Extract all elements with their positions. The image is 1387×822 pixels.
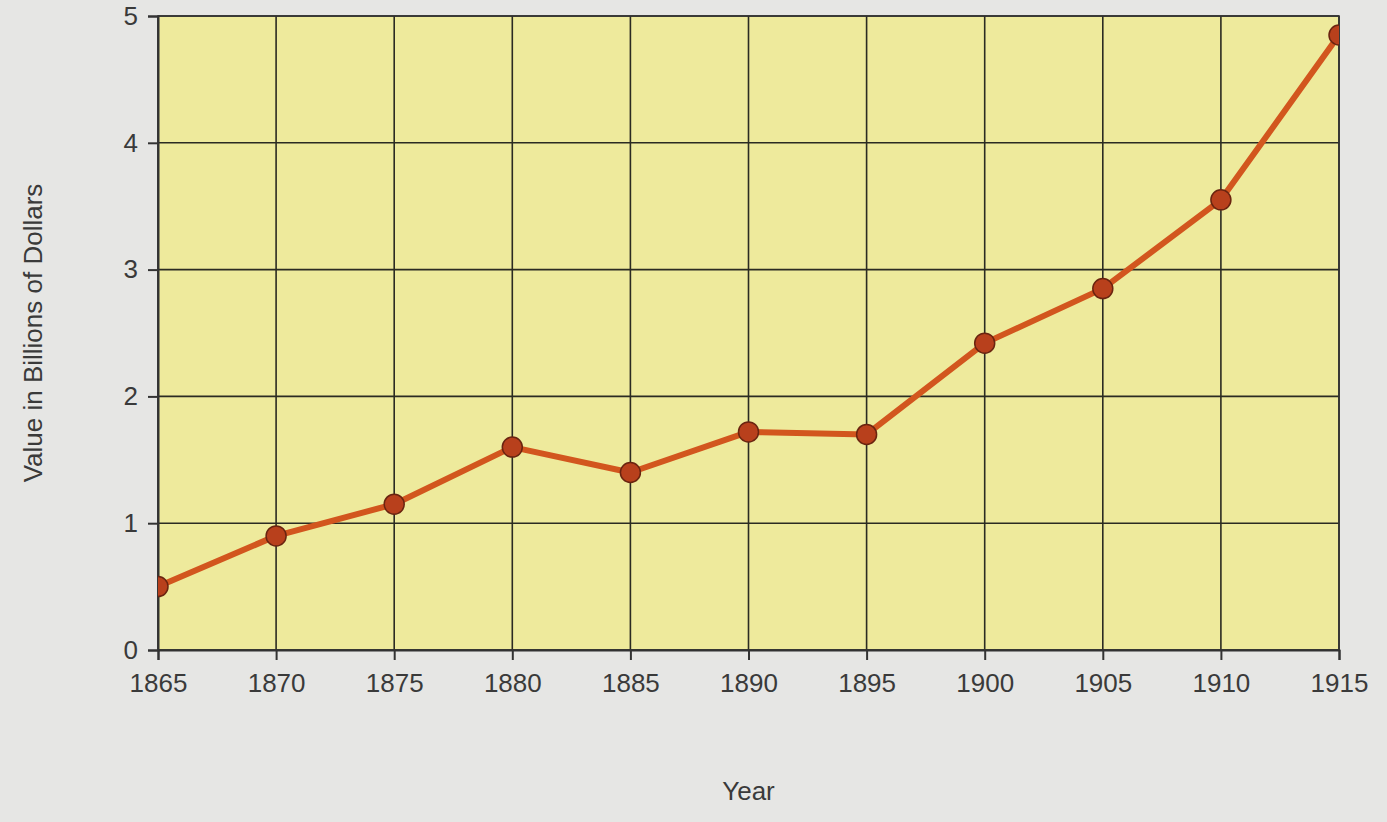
x-tick-label: 1900	[956, 668, 1014, 698]
x-tick-label: 1915	[1311, 668, 1369, 698]
grid-line-y	[158, 142, 1339, 144]
x-axis-line	[159, 651, 1340, 661]
y-tick-mark	[148, 396, 158, 398]
x-tick-label: 1870	[248, 668, 306, 698]
x-tick-label: 1885	[602, 668, 660, 698]
y-tick-label: 1	[124, 508, 138, 538]
y-tick-label: 4	[124, 128, 138, 158]
x-tick-mark	[748, 650, 750, 660]
plot: 1865 1870 1875 1880 1885 1890 1895 1900 1905 1910…	[124, 1, 1369, 699]
x-tick-mark	[512, 650, 514, 660]
x-tick: 1905	[1074, 650, 1132, 698]
plot-area	[158, 16, 1339, 650]
y-tick: 0	[124, 635, 158, 665]
background	[0, 0, 1387, 822]
x-tick: 1900	[956, 650, 1014, 698]
x-tick: 1910	[1192, 650, 1250, 698]
x-tick-label: 1875	[366, 668, 424, 698]
y-tick-label: 0	[124, 635, 138, 665]
y-axis: 0 1 2 3 4 5	[124, 1, 159, 665]
data-point	[384, 494, 404, 514]
x-tick-label: 1895	[838, 668, 896, 698]
data-point	[266, 526, 286, 546]
x-tick-mark	[866, 650, 868, 660]
grid-line-x	[866, 16, 868, 650]
data-line	[158, 35, 1339, 587]
x-tick-mark	[984, 650, 986, 660]
x-tick: 1915	[1311, 650, 1369, 698]
x-tick: 1865	[130, 650, 188, 698]
y-axis-line	[148, 17, 159, 651]
data-point	[620, 462, 640, 482]
x-tick-label: 1880	[484, 668, 542, 698]
grid-line-x	[1102, 16, 1104, 650]
x-tick: 1880	[484, 650, 542, 698]
x-tick-label: 1910	[1192, 668, 1250, 698]
x-tick-mark	[1339, 650, 1341, 660]
x-tick-label: 1890	[720, 668, 778, 698]
x-tick-label: 1865	[130, 668, 188, 698]
data-point	[1329, 25, 1339, 45]
chart: 1865 1870 1875 1880 1885 1890 1895 1900 1905 1910…	[0, 0, 1387, 822]
y-axis-title: Value in Billions of Dollars	[18, 184, 48, 483]
x-tick-mark	[630, 650, 632, 660]
data-point	[1093, 279, 1113, 299]
grid-line-x	[275, 16, 277, 650]
grid-line-x	[511, 16, 513, 650]
y-tick: 2	[124, 381, 158, 411]
data-point	[1211, 190, 1231, 210]
grid-line-x	[393, 16, 395, 650]
y-tick: 1	[124, 508, 158, 538]
marks	[158, 25, 1339, 597]
y-tick-label: 3	[124, 254, 138, 284]
plot-frame	[158, 16, 1339, 650]
y-tick-mark	[148, 650, 158, 652]
grid-line-x	[630, 16, 632, 650]
x-axis: 1865 1870 1875 1880 1885 1890 1895 1900 1905 1910…	[130, 650, 1369, 698]
grid-line-x	[748, 16, 750, 650]
y-tick: 3	[124, 254, 158, 284]
y-tick-label: 5	[124, 1, 138, 31]
x-tick-label: 1905	[1074, 668, 1132, 698]
data-point	[502, 437, 522, 457]
x-tick: 1875	[366, 650, 424, 698]
grid-line-x	[1220, 16, 1222, 650]
x-tick: 1885	[602, 650, 660, 698]
grid	[158, 16, 1339, 650]
x-tick-mark	[276, 650, 278, 660]
x-tick: 1895	[838, 650, 896, 698]
grid-line-y	[158, 396, 1339, 398]
y-tick: 5	[124, 1, 158, 31]
y-tick-label: 2	[124, 381, 138, 411]
grid-line-y	[158, 269, 1339, 271]
y-tick-mark	[148, 142, 158, 144]
y-tick-mark	[148, 269, 158, 271]
x-tick: 1890	[720, 650, 778, 698]
x-axis-title: Year	[722, 776, 775, 806]
data-point	[158, 577, 168, 597]
y-tick: 4	[124, 128, 158, 158]
x-tick-mark	[1102, 650, 1104, 660]
y-tick-mark	[148, 16, 158, 18]
y-tick-mark	[148, 523, 158, 525]
x-tick-mark	[1220, 650, 1222, 660]
x-tick: 1870	[248, 650, 306, 698]
data-point	[739, 422, 759, 442]
data-point	[857, 424, 877, 444]
data-point	[975, 333, 995, 353]
x-tick-mark	[394, 650, 396, 660]
